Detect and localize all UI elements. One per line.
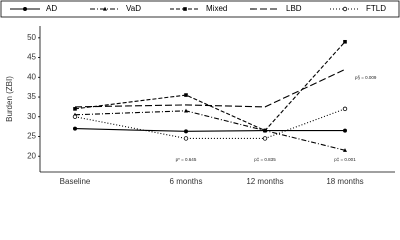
marker — [342, 106, 348, 112]
marker — [72, 114, 78, 119]
marker — [73, 107, 77, 111]
marker — [184, 129, 188, 134]
marker — [343, 148, 347, 152]
annotation: p* = 0.645 — [176, 157, 197, 162]
marker — [343, 128, 347, 133]
marker — [183, 136, 189, 141]
y-axis-label: Burden (ZBI) — [5, 76, 14, 122]
y-tick-label: 25 — [27, 132, 36, 141]
marker — [184, 108, 188, 113]
marker — [343, 39, 347, 44]
series-line — [74, 128, 345, 132]
marker — [183, 7, 187, 11]
legend-label: AD — [46, 4, 57, 13]
legend-label: VaD — [126, 4, 141, 13]
legend-label: LBD — [286, 4, 302, 13]
series-line — [74, 108, 346, 140]
x-tick-label: 12 months — [246, 177, 283, 186]
marker — [184, 93, 188, 97]
marker — [342, 6, 348, 12]
y-tick-label: 35 — [27, 92, 36, 101]
y-tick-label: 20 — [27, 151, 36, 160]
series-line — [74, 68, 346, 108]
series-line — [74, 110, 346, 151]
y-tick-label: 50 — [27, 33, 36, 42]
x-tick-label: 18 months — [326, 177, 363, 186]
chart: Burden (ZBI) 20 25 30 35 40 45 50 Baseline 6 mon… — [0, 0, 400, 186]
x-tick-label: Baseline — [60, 177, 91, 186]
legend-box — [0, 0, 400, 18]
marker — [263, 128, 267, 133]
marker — [103, 6, 107, 11]
y-tick-label: 40 — [27, 72, 36, 81]
marker — [262, 136, 268, 141]
annotation: p§ = 0.009 — [355, 75, 377, 80]
annotation: p‡ = 0.001 — [334, 157, 356, 162]
annotation: p‡ = 0.835 — [254, 157, 276, 162]
legend-label: FTLD — [366, 4, 386, 13]
series-line — [74, 41, 346, 132]
y-tick-label: 30 — [27, 112, 36, 121]
legend-label: Mixed — [206, 4, 227, 13]
x-tick-label: 6 months — [170, 177, 203, 186]
marker — [73, 126, 77, 131]
y-tick-label: 45 — [27, 53, 36, 62]
marker — [23, 7, 27, 11]
